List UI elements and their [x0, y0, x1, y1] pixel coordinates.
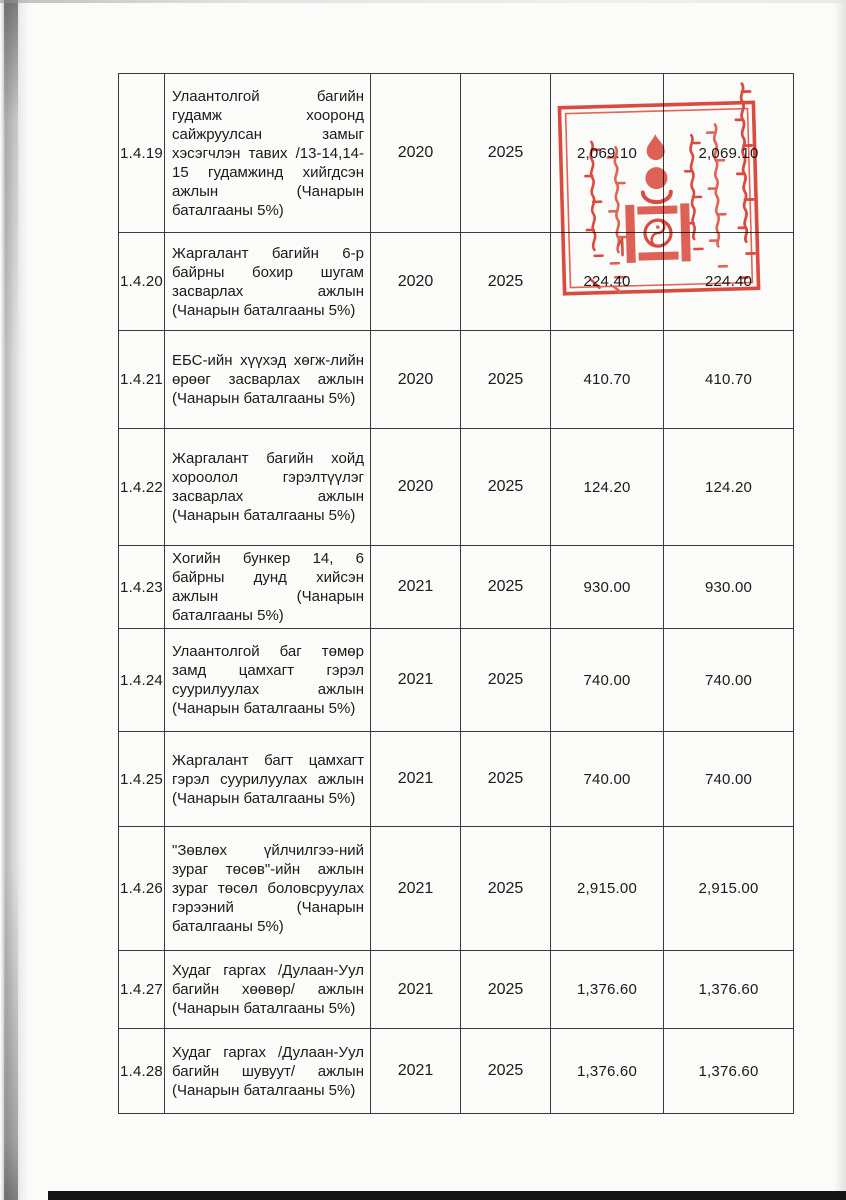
amount-secondary-cell: 410.70	[663, 330, 794, 429]
end-year-cell: 2025	[460, 628, 551, 732]
document-table: 1.4.19 Улаантолгой багийн гудамж хооронд …	[118, 73, 794, 1114]
table-row: 1.4.25 Жаргалант багт цамхагт гэрэл суури…	[118, 731, 794, 827]
row-number-cell: 1.4.25	[118, 731, 165, 827]
end-year-cell: 2025	[460, 545, 551, 629]
table-row: 1.4.20 Жаргалант багийн 6-р байрны бохир …	[118, 232, 794, 331]
amount-secondary-cell: 930.00	[663, 545, 794, 629]
end-year-cell: 2025	[460, 950, 551, 1029]
description-cell: Жаргалант багийн 6-р байрны бохир шугам …	[164, 232, 371, 331]
start-year-cell: 2021	[370, 826, 461, 951]
end-year-cell: 2025	[460, 826, 551, 951]
start-year-cell: 2020	[370, 73, 461, 233]
start-year-cell: 2021	[370, 950, 461, 1029]
description-cell: Улаантолгой багийн гудамж хооронд сайжру…	[164, 73, 371, 233]
row-number-cell: 1.4.22	[118, 428, 165, 546]
table-row: 1.4.23 Хогийн бункер 14, 6 байрны дунд хи…	[118, 545, 794, 629]
page-edge-right	[834, 0, 846, 1200]
amount-primary-cell: 740.00	[550, 628, 664, 732]
amount-secondary-cell: 2,915.00	[663, 826, 794, 951]
amount-secondary-cell: 740.00	[663, 731, 794, 827]
amount-secondary-cell: 224.40	[663, 232, 794, 331]
end-year-cell: 2025	[460, 428, 551, 546]
end-year-cell: 2025	[460, 731, 551, 827]
start-year-cell: 2021	[370, 545, 461, 629]
table-body: 1.4.19 Улаантолгой багийн гудамж хооронд …	[118, 73, 794, 1114]
table-row: 1.4.26 "Зөвлөх үйлчилгээ-ний зураг төсөв"…	[118, 826, 794, 951]
row-number-cell: 1.4.24	[118, 628, 165, 732]
amount-primary-cell: 740.00	[550, 731, 664, 827]
start-year-cell: 2021	[370, 731, 461, 827]
amount-primary-cell: 2,069.10	[550, 73, 664, 233]
row-number-cell: 1.4.21	[118, 330, 165, 429]
end-year-cell: 2025	[460, 232, 551, 331]
end-year-cell: 2025	[460, 330, 551, 429]
amount-primary-cell: 1,376.60	[550, 1028, 664, 1114]
page-edge-top	[0, 0, 846, 3]
amount-secondary-cell: 740.00	[663, 628, 794, 732]
row-number-cell: 1.4.23	[118, 545, 165, 629]
table-row: 1.4.22 Жаргалант багийн хойд хороолол гэр…	[118, 428, 794, 546]
row-number-cell: 1.4.26	[118, 826, 165, 951]
description-cell: Жаргалант багт цамхагт гэрэл суурилуулах…	[164, 731, 371, 827]
amount-primary-cell: 224.40	[550, 232, 664, 331]
page-edge-left-shadow	[4, 0, 18, 1200]
amount-primary-cell: 1,376.60	[550, 950, 664, 1029]
table-row: 1.4.24 Улаантолгой баг төмөр замд цамхагт…	[118, 628, 794, 732]
table-row: 1.4.21 ЕБС-ийн хүүхэд хөгж-лийн өрөөг зас…	[118, 330, 794, 429]
description-cell: ЕБС-ийн хүүхэд хөгж-лийн өрөөг засварлах…	[164, 330, 371, 429]
amount-primary-cell: 2,915.00	[550, 826, 664, 951]
row-number-cell: 1.4.20	[118, 232, 165, 331]
start-year-cell: 2021	[370, 1028, 461, 1114]
scan-bottom-bar	[48, 1191, 846, 1200]
description-cell: Худаг гаргах /Дулаан-Уул багийн шувуут/ …	[164, 1028, 371, 1114]
description-cell: Хогийн бункер 14, 6 байрны дунд хийсэн а…	[164, 545, 371, 629]
amount-secondary-cell: 1,376.60	[663, 950, 794, 1029]
amount-primary-cell: 930.00	[550, 545, 664, 629]
start-year-cell: 2020	[370, 232, 461, 331]
end-year-cell: 2025	[460, 73, 551, 233]
start-year-cell: 2020	[370, 330, 461, 429]
amount-secondary-cell: 1,376.60	[663, 1028, 794, 1114]
start-year-cell: 2020	[370, 428, 461, 546]
end-year-cell: 2025	[460, 1028, 551, 1114]
start-year-cell: 2021	[370, 628, 461, 732]
amount-secondary-cell: 2,069.10	[663, 73, 794, 233]
row-number-cell: 1.4.19	[118, 73, 165, 233]
row-number-cell: 1.4.27	[118, 950, 165, 1029]
row-number-cell: 1.4.28	[118, 1028, 165, 1114]
amount-primary-cell: 410.70	[550, 330, 664, 429]
description-cell: "Зөвлөх үйлчилгээ-ний зураг төсөв"-ийн а…	[164, 826, 371, 951]
description-cell: Жаргалант багийн хойд хороолол гэрэлтүүл…	[164, 428, 371, 546]
description-cell: Худаг гаргах /Дулаан-Уул багийн хөөвөр/ …	[164, 950, 371, 1029]
amount-primary-cell: 124.20	[550, 428, 664, 546]
description-cell: Улаантолгой баг төмөр замд цамхагт гэрэл…	[164, 628, 371, 732]
table-row: 1.4.27 Худаг гаргах /Дулаан-Уул багийн хө…	[118, 950, 794, 1029]
table-row: 1.4.19 Улаантолгой багийн гудамж хооронд …	[118, 73, 794, 233]
amount-secondary-cell: 124.20	[663, 428, 794, 546]
table-row: 1.4.28 Худаг гаргах /Дулаан-Уул багийн шу…	[118, 1028, 794, 1114]
